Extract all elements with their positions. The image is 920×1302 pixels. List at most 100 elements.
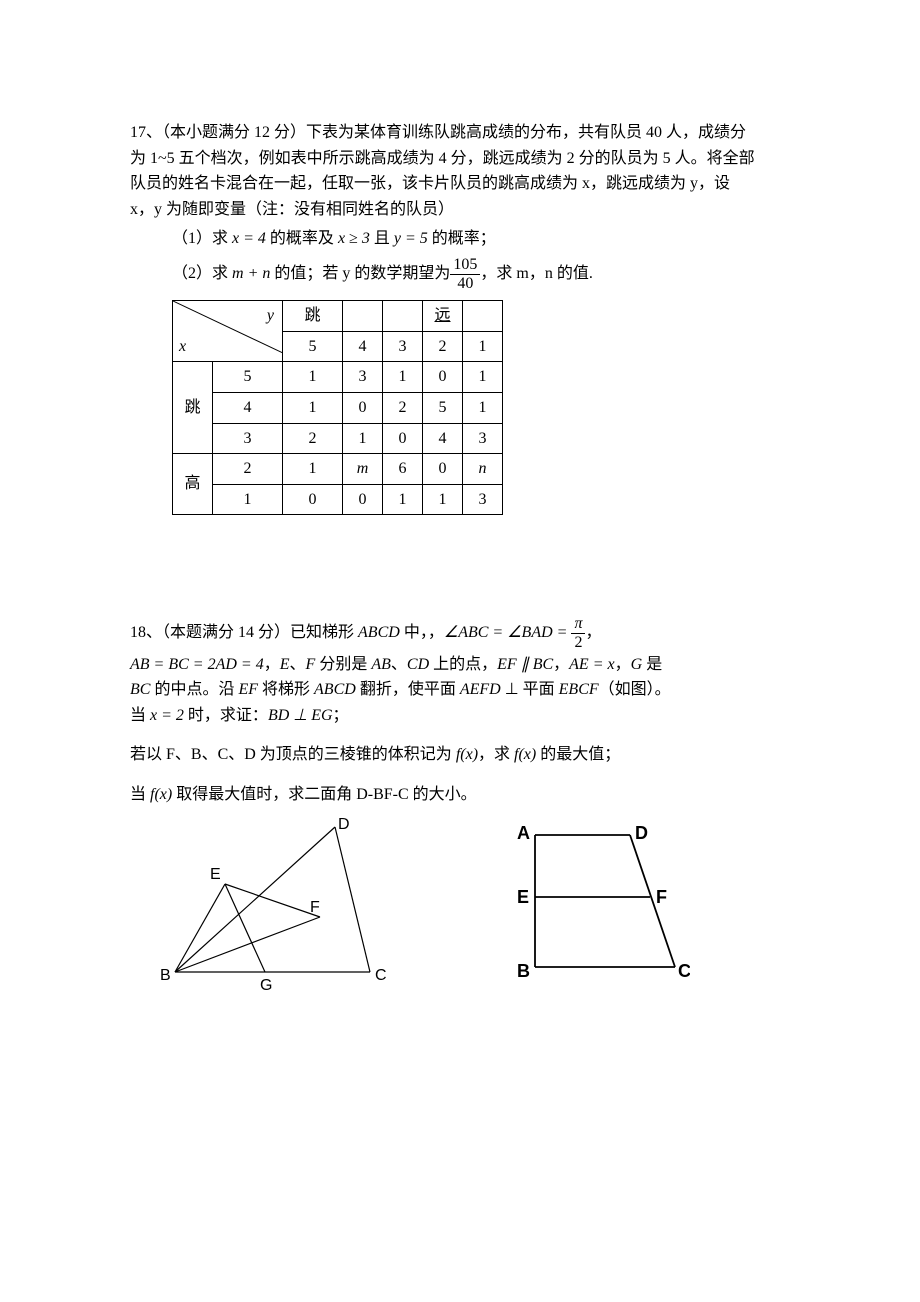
left-gao: 高 — [173, 454, 213, 515]
label-D: D — [338, 817, 350, 833]
frac-den: 2 — [571, 634, 585, 652]
cell-n: n — [463, 454, 503, 485]
t: AEFD — [460, 681, 501, 698]
t: G — [631, 656, 643, 673]
cell: 1 — [283, 454, 343, 485]
t: 中， — [400, 624, 428, 641]
p17-q2-eq1: m + n — [232, 265, 270, 282]
label-B: B — [160, 967, 171, 984]
cell: 5 — [423, 392, 463, 423]
p17-num: 17、 — [130, 124, 162, 141]
col-5: 5 — [283, 331, 343, 362]
th-blank — [463, 301, 503, 332]
t: ∠ABC = ∠BAD = — [444, 624, 572, 641]
table-row: 3 2 1 0 4 3 — [173, 423, 503, 454]
p17-l1c: 队员的姓名卡混合在一起，任取一张，该卡片队员的跳高成绩为 x，跳远成绩为 y，设 — [130, 171, 790, 197]
cell: 2 — [283, 423, 343, 454]
th-blank — [383, 301, 423, 332]
t: ABCD — [314, 681, 356, 698]
p17-l1b: 为 1~5 五个档次，例如表中所示跳高成绩为 4 分，跳远成绩为 2 分的队员为… — [130, 146, 790, 172]
t: F — [306, 656, 316, 673]
cell-m: m — [343, 454, 383, 485]
t: ， — [264, 656, 280, 673]
t: ， — [585, 624, 601, 641]
t: 取得最大值时，求二面角 D-BF-C 的大小。 — [172, 786, 476, 803]
t: ，求 — [478, 746, 514, 763]
t: （本题满分 14 分）已知梯形 — [162, 624, 358, 641]
t: 将梯形 — [258, 681, 314, 698]
table-row: 高 2 1 m 6 0 n — [173, 454, 503, 485]
t: 当 — [130, 707, 150, 724]
p17-q2: （2）求 m + n 的值；若 y 的数学期望为10540，求 m，n 的值. — [130, 256, 790, 292]
p17-q2-end: ，求 m，n 的值. — [480, 265, 592, 282]
cell: 0 — [343, 392, 383, 423]
cell: 1 — [463, 392, 503, 423]
p18-q3: 当 f(x) 取得最大值时，求二面角 D-BF-C 的大小。 — [130, 782, 790, 808]
cell: 1 — [283, 392, 343, 423]
label-C: C — [375, 967, 387, 984]
t: 、 — [391, 656, 407, 673]
p17-q2-mid1: 的值；若 y 的数学期望为 — [270, 265, 450, 282]
p18-q1: 当 x = 2 时，求证：BD ⊥ EG； — [130, 703, 790, 729]
p17-q1-eq2: x ≥ 3 — [338, 230, 370, 247]
p17-q1: （1）求 x = 4 的概率及 x ≥ 3 且 y = 5 的概率； — [130, 226, 790, 252]
x-label: x — [179, 334, 186, 360]
p17-q1-pre: （1）求 — [172, 230, 232, 247]
frac-pi-2: π2 — [571, 615, 585, 651]
p17-l1d: x，y 为随即变量（注：没有相同姓名的队员） — [130, 197, 790, 223]
th-yuan: 远 — [423, 301, 463, 332]
frac-num: 105 — [450, 256, 480, 275]
cell: 0 — [343, 484, 383, 515]
frac-den: 40 — [450, 275, 480, 293]
p17-q1-mid2: 且 — [370, 230, 394, 247]
t: 时，求证： — [184, 707, 268, 724]
t: （如图）。 — [599, 681, 671, 698]
t: f(x) — [514, 746, 536, 763]
cell: 1 — [423, 484, 463, 515]
p17-l1a: （本小题满分 12 分）下表为某体育训练队跳高成绩的分布，共有队员 40 人，成… — [162, 124, 746, 141]
t: ， — [428, 624, 444, 641]
t: 、 — [290, 656, 306, 673]
cell: 3 — [463, 423, 503, 454]
p17-q1-mid1: 的概率及 — [266, 230, 338, 247]
table-row: 跳 5 1 3 1 0 1 — [173, 362, 503, 393]
t: 分别是 — [315, 656, 371, 673]
cell: 4 — [423, 423, 463, 454]
problem-18: 18、（本题满分 14 分）已知梯形 ABCD 中，，∠ABC = ∠BAD =… — [130, 615, 790, 997]
t: ABCD — [358, 624, 400, 641]
t: AE = x — [569, 656, 614, 673]
cell: 1 — [283, 362, 343, 393]
col-3: 3 — [383, 331, 423, 362]
t: 翻折，使平面 — [356, 681, 460, 698]
cell: 0 — [423, 454, 463, 485]
label-B: B — [517, 961, 530, 981]
p17-table: y x 跳 远 5 4 3 2 1 跳 5 1 3 1 0 1 4 1 — [172, 300, 503, 515]
table-corner: y x — [173, 301, 283, 362]
t: AB = BC = 2AD = 4 — [130, 656, 264, 673]
label-G: G — [260, 977, 272, 994]
cell: 0 — [283, 484, 343, 515]
cell: 1 — [343, 423, 383, 454]
label-E: E — [210, 866, 221, 883]
figure-2-trapezoid: A D E F B C — [490, 817, 690, 987]
cell: 0 — [383, 423, 423, 454]
t: 上的点， — [429, 656, 497, 673]
table-row: y x 跳 远 — [173, 301, 503, 332]
t: EF — [238, 681, 258, 698]
rn: 2 — [213, 454, 283, 485]
t: 当 — [130, 786, 150, 803]
p18-l2: AB = BC = 2AD = 4，E、F 分别是 AB、CD 上的点，EF ∥… — [130, 652, 790, 678]
cell: 0 — [423, 362, 463, 393]
t: BD ⊥ EG — [268, 707, 333, 724]
th-blank — [343, 301, 383, 332]
t: ， — [615, 656, 631, 673]
cell: 2 — [383, 392, 423, 423]
t: E — [280, 656, 290, 673]
cell: 1 — [463, 362, 503, 393]
left-tiao: 跳 — [173, 362, 213, 454]
t: f(x) — [456, 746, 478, 763]
p17-q1-eq1: x = 4 — [232, 230, 266, 247]
p17-q1-end: 的概率； — [428, 230, 496, 247]
col-2: 2 — [423, 331, 463, 362]
problem-17: 17、（本小题满分 12 分）下表为某体育训练队跳高成绩的分布，共有队员 40 … — [130, 120, 790, 515]
